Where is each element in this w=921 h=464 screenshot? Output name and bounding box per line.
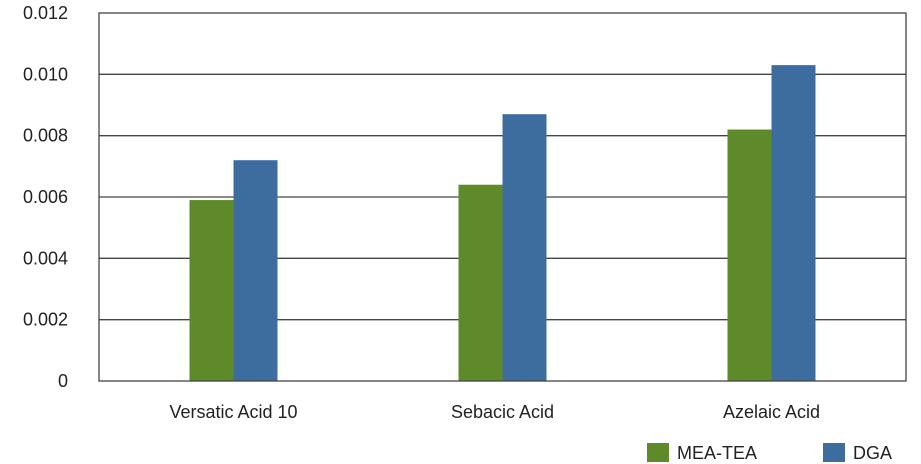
y-tick-label: 0.004 bbox=[23, 248, 68, 268]
y-tick-label: 0 bbox=[58, 371, 68, 391]
y-axis-tick-labels: 0 0.002 0.004 0.006 0.008 0.010 0.012 bbox=[23, 3, 68, 391]
y-tick-label: 0.012 bbox=[23, 3, 68, 23]
legend-label-dga: DGA bbox=[853, 443, 892, 463]
bar-mea-tea-0 bbox=[189, 200, 234, 381]
x-axis-category-labels: Versatic Acid 10 Sebacic Acid Azelaic Acid bbox=[169, 402, 820, 422]
legend-swatch-mea-tea bbox=[647, 443, 669, 462]
x-category-label: Sebacic Acid bbox=[451, 402, 554, 422]
y-tick-label: 0.010 bbox=[23, 64, 68, 84]
bar-dga-0 bbox=[233, 160, 278, 381]
legend: MEA-TEA DGA bbox=[647, 443, 892, 463]
bar-dga-2 bbox=[771, 65, 816, 381]
bars bbox=[189, 65, 816, 381]
plot-border bbox=[98, 12, 907, 382]
plot-frame bbox=[98, 12, 907, 382]
y-tick-label: 0.002 bbox=[23, 310, 68, 330]
y-tick-label: 0.008 bbox=[23, 126, 68, 146]
y-tick-label: 0.006 bbox=[23, 187, 68, 207]
legend-swatch-dga bbox=[823, 443, 845, 462]
bar-mea-tea-1 bbox=[458, 184, 503, 381]
legend-label-mea-tea: MEA-TEA bbox=[677, 443, 757, 463]
x-category-label: Azelaic Acid bbox=[723, 402, 820, 422]
x-category-label: Versatic Acid 10 bbox=[169, 402, 297, 422]
bar-mea-tea-2 bbox=[727, 129, 772, 381]
bar-dga-1 bbox=[502, 114, 547, 381]
